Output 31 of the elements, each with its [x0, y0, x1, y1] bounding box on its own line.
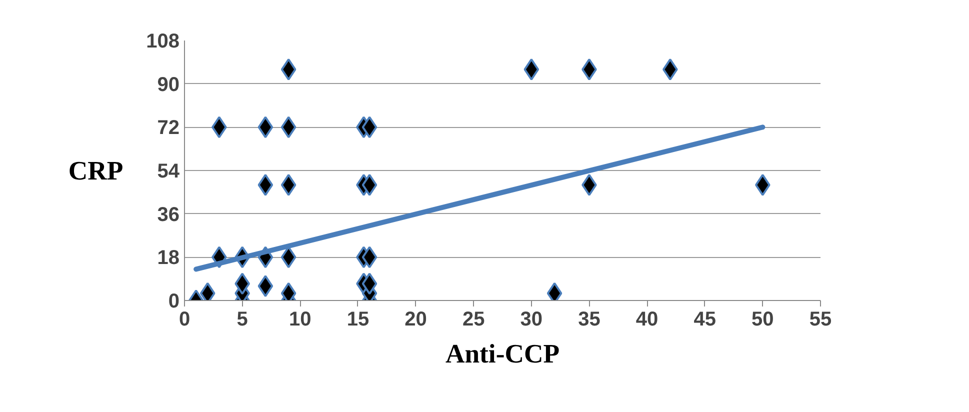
y-tick-label: 36	[157, 204, 180, 226]
x-tick-label: 50	[752, 308, 774, 330]
point	[524, 58, 540, 80]
point	[362, 174, 378, 196]
point	[258, 275, 274, 298]
y-tick-label: 108	[146, 30, 180, 52]
y-tick-label: 90	[157, 74, 180, 96]
x-axis-title: Anti-CCP	[445, 338, 560, 368]
x-tick-label: 45	[694, 308, 716, 330]
point	[280, 174, 296, 196]
y-tick-label: 0	[168, 290, 180, 312]
point	[280, 116, 296, 138]
point	[280, 58, 296, 80]
x-tick-label: 40	[636, 308, 658, 330]
point	[362, 246, 378, 268]
point	[280, 246, 296, 268]
x-tick-label: 30	[520, 308, 543, 330]
x-tick-label: 20	[404, 308, 427, 330]
y-tick-label: 18	[157, 247, 180, 270]
point	[258, 174, 274, 196]
x-tick-label: 35	[578, 308, 600, 330]
x-tick-label: 15	[346, 308, 370, 330]
y-axis-title: CRP	[68, 156, 124, 186]
y-tick-label: 72	[157, 117, 180, 140]
x-tick-label: 5	[236, 308, 248, 330]
x-tick-label: 25	[462, 308, 485, 330]
x-tick-label: 55	[809, 308, 832, 330]
y-tick-label: 54	[157, 160, 180, 182]
point	[258, 116, 274, 138]
x-tick-label: 10	[289, 308, 312, 330]
point	[362, 116, 378, 138]
